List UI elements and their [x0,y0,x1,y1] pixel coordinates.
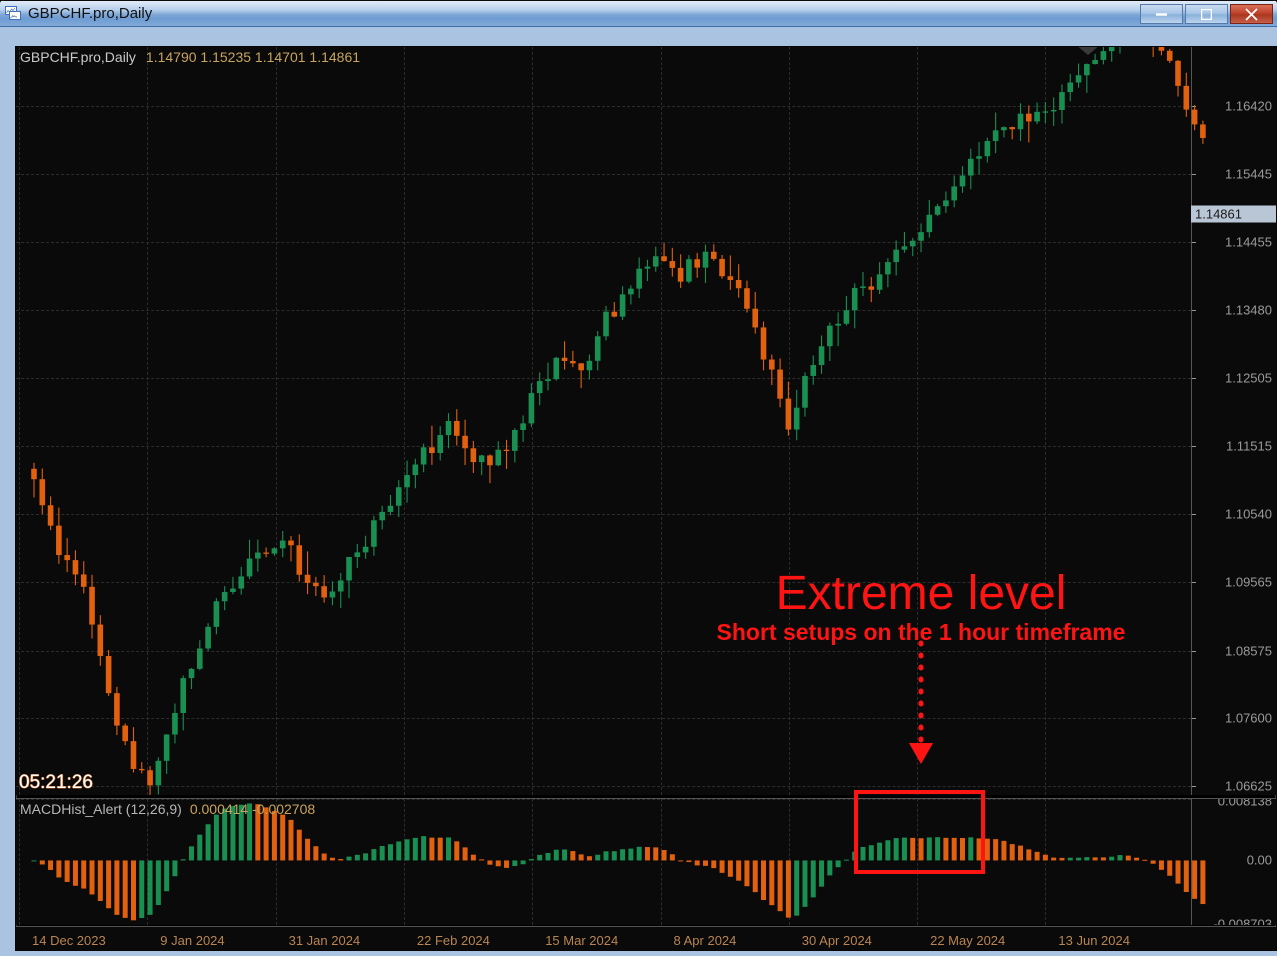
svg-text:Extreme level: Extreme level [776,567,1067,620]
